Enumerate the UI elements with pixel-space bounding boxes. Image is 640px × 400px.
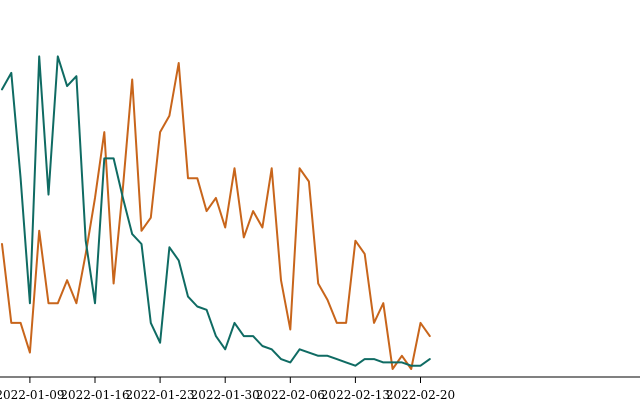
x-tick-label: 2022-02-20 [386,388,455,400]
x-tick-label: 2022-01-16 [60,388,129,400]
x-tick-label: 2022-02-06 [256,388,325,400]
series-layer [1,55,431,370]
x-tick-label: 2022-01-09 [0,388,64,400]
series-line-1 [1,62,431,370]
x-tick-label: 2022-02-13 [321,388,390,400]
x-axis: 2022-01-092022-01-162022-01-232022-01-30… [0,376,640,400]
x-tick-label: 2022-01-30 [191,388,260,400]
x-tick-label: 2022-01-23 [126,388,195,400]
series-line-2 [1,55,431,367]
